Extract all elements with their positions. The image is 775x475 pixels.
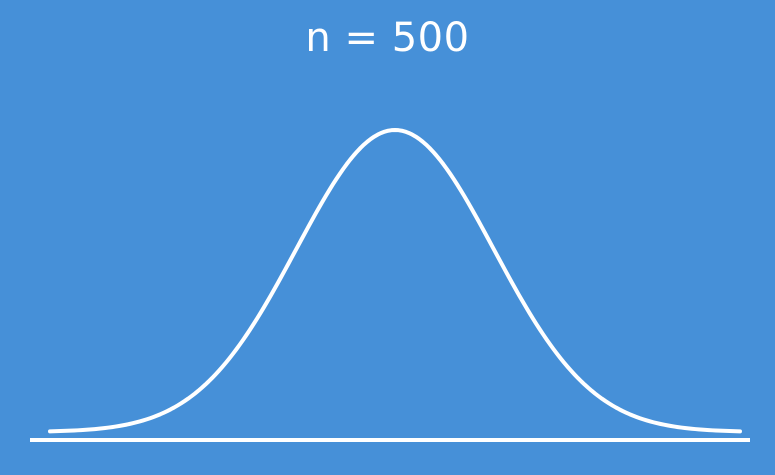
bell-curve xyxy=(48,128,742,434)
sample-size-title: n = 500 xyxy=(305,15,470,61)
